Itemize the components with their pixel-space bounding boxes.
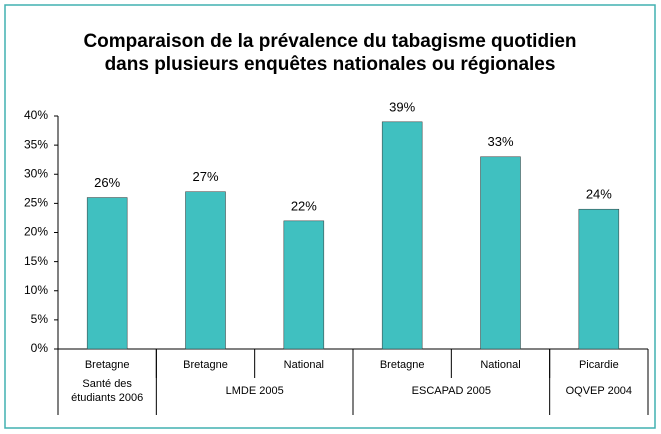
y-tick-label: 30% — [24, 166, 48, 180]
y-tick-label: 20% — [24, 225, 48, 239]
bar — [578, 208, 620, 350]
group-label: OQVEP 2004 — [566, 385, 632, 397]
x-tick-label: Picardie — [579, 359, 619, 371]
group-label: ESCAPAD 2005 — [412, 385, 491, 397]
x-tick-label: Bretagne — [183, 359, 228, 371]
y-tick-label: 25% — [24, 196, 48, 210]
x-tick-label: Bretagne — [380, 359, 425, 371]
y-tick-label: 5% — [31, 312, 49, 326]
x-tick-label: Bretagne — [85, 359, 130, 371]
group-label: LMDE 2005 — [226, 385, 284, 397]
value-label: 33% — [487, 134, 513, 149]
bar — [185, 191, 226, 350]
x-tick-label: National — [480, 359, 520, 371]
value-label: 22% — [291, 198, 317, 213]
y-tick-label: 0% — [31, 341, 49, 355]
y-tick-label: 10% — [24, 283, 48, 297]
chart-title: dans plusieurs enquêtes nationales ou ré… — [105, 54, 556, 75]
x-tick-label: National — [284, 359, 324, 371]
value-label: 24% — [586, 187, 612, 202]
y-tick-label: 40% — [24, 108, 48, 122]
value-label: 26% — [94, 175, 120, 190]
y-tick-label: 15% — [24, 254, 48, 268]
bar — [283, 220, 325, 350]
y-tick-label: 35% — [24, 137, 48, 151]
bar — [480, 156, 521, 350]
bar — [86, 197, 128, 350]
value-label: 27% — [192, 169, 218, 184]
value-label: 39% — [389, 99, 415, 114]
bar — [381, 121, 423, 350]
chart-title: Comparaison de la prévalence du tabagism… — [83, 31, 576, 52]
group-label: Santé des — [82, 378, 132, 390]
group-label: étudiants 2006 — [71, 392, 143, 404]
